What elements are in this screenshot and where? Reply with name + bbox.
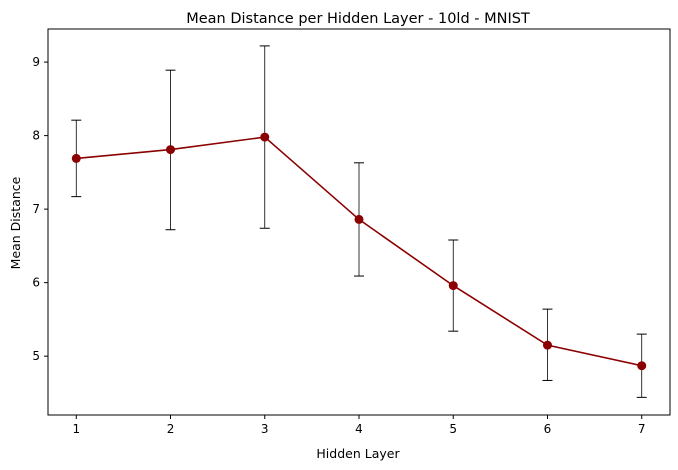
data-point	[448, 281, 458, 291]
y-tick-label: 8	[32, 129, 40, 143]
data-point	[166, 145, 176, 155]
x-tick-label: 4	[355, 422, 363, 436]
data-point	[354, 214, 364, 224]
x-tick-label: 2	[167, 422, 175, 436]
data-point	[71, 153, 81, 163]
y-axis: 5 6 7 8 9	[32, 55, 48, 363]
y-tick-label: 5	[32, 349, 40, 363]
series-group	[71, 132, 647, 371]
data-point	[542, 340, 552, 350]
x-tick-label: 5	[449, 422, 457, 436]
x-tick-label: 1	[72, 422, 80, 436]
y-tick-label: 6	[32, 276, 40, 290]
x-tick-label: 7	[638, 422, 646, 436]
y-axis-label: Mean Distance	[8, 176, 23, 269]
x-tick-label: 6	[544, 422, 552, 436]
x-tick-label: 3	[261, 422, 269, 436]
x-axis: 1 2 3 4 5 6 7	[72, 415, 646, 436]
data-point	[260, 132, 270, 142]
data-point	[637, 361, 647, 371]
x-axis-label: Hidden Layer	[316, 446, 400, 461]
y-tick-label: 7	[32, 202, 40, 216]
y-tick-label: 9	[32, 55, 40, 69]
chart-title: Mean Distance per Hidden Layer - 10ld - …	[186, 11, 530, 27]
